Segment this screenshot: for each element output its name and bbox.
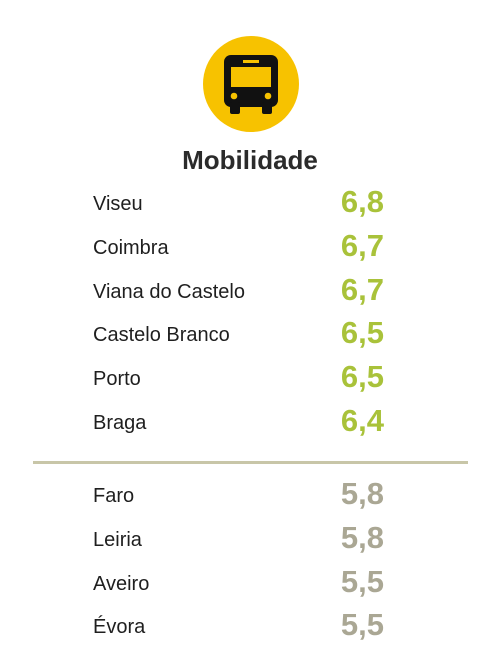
table-row: Aveiro 5,5 <box>0 562 500 602</box>
table-row: Porto 6,5 <box>0 357 500 397</box>
score-value: 5,5 <box>340 607 384 643</box>
score-value: 6,4 <box>340 403 384 438</box>
city-label: Aveiro <box>93 572 150 595</box>
city-label: Faro <box>93 485 135 507</box>
table-row: Évora 5,5 <box>0 605 500 645</box>
city-label: Évora <box>93 616 146 639</box>
score-value: 6,7 <box>340 227 384 263</box>
city-label: Porto <box>93 368 141 391</box>
score-value: 6,8 <box>340 184 384 219</box>
city-label: Coimbra <box>93 236 169 259</box>
table-row: Castelo Branco 6,5 <box>0 313 500 353</box>
table-row: Braga 6,4 <box>0 401 500 441</box>
city-label: Castelo Branco <box>93 324 230 347</box>
score-value: 5,8 <box>340 476 384 511</box>
table-row: Coimbra 6,7 <box>0 226 500 266</box>
table-row: Viseu 6,8 <box>0 182 500 222</box>
table-row: Faro 5,8 <box>0 474 500 514</box>
score-value: 6,7 <box>340 271 384 307</box>
city-label: Viana do Castelo <box>93 280 245 303</box>
score-value: 5,8 <box>340 519 384 555</box>
score-value: 6,5 <box>340 359 384 395</box>
table-row: Leiria 5,8 <box>0 518 500 558</box>
group-divider <box>33 461 468 464</box>
score-value: 5,5 <box>340 563 384 599</box>
page-title: Mobilidade <box>182 145 318 175</box>
city-label: Leiria <box>93 528 142 551</box>
bus-icon <box>203 36 299 132</box>
city-label: Braga <box>93 412 147 434</box>
city-label: Viseu <box>93 193 143 215</box>
score-value: 6,5 <box>340 315 384 351</box>
table-row: Viana do Castelo 6,7 <box>0 270 500 310</box>
